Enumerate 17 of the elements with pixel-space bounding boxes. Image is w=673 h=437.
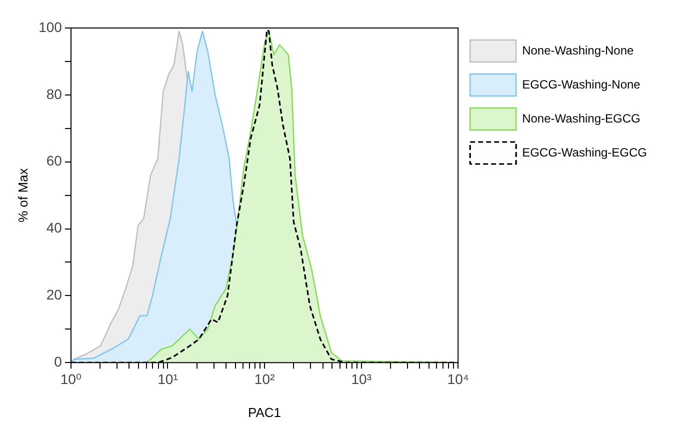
x-tick-label: 10¹	[158, 370, 178, 387]
y-tick-label: 80	[46, 86, 62, 102]
legend-label: EGCG-Washing-None	[522, 77, 641, 92]
x-tick-label: 10²	[254, 370, 275, 387]
y-tick-label: 40	[46, 220, 62, 236]
legend-label: None-Washing-EGCG	[522, 111, 640, 126]
y-axis-title: % of Max	[15, 168, 30, 222]
x-tick-label: 10³	[351, 370, 372, 387]
x-tick-label: 10⁰	[60, 370, 82, 387]
x-axis-title: PAC1	[248, 404, 282, 420]
y-tick-label: 100	[38, 18, 62, 35]
legend-label: EGCG-Washing-EGCG	[522, 145, 648, 160]
y-tick-label: 60	[46, 152, 62, 169]
legend-label: None-Washing-None	[522, 43, 634, 58]
y-tick-label: 20	[46, 286, 62, 303]
x-tick-label: 10⁴	[447, 370, 469, 387]
y-tick-label: 0	[54, 353, 62, 370]
